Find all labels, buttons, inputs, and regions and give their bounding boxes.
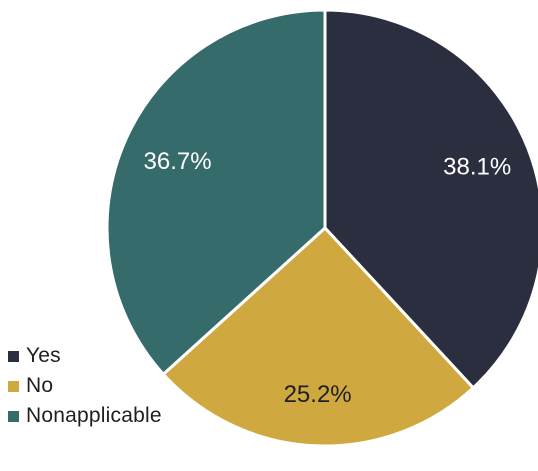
legend-swatch-yes [8,350,19,362]
legend-swatch-no [8,380,19,392]
legend-item-nonapplicable: Nonapplicable [8,404,162,428]
data-label-nonapplicable: 36.7% [144,148,212,175]
pie-slice-nonapplicable [105,8,327,376]
legend-item-yes: Yes [8,344,162,368]
data-label-no: 25.2% [284,381,352,408]
legend-label-no: No [26,374,54,397]
pie-slice-no [161,226,475,448]
legend: Yes No Nonapplicable [8,344,162,428]
legend-label-yes: Yes [26,344,61,367]
legend-label-nonapplicable: Nonapplicable [26,404,162,427]
data-label-yes: 38.1% [443,154,511,181]
legend-item-no: No [8,374,162,398]
legend-swatch-nonapplicable [8,410,19,422]
pie-slice-yes [323,8,538,390]
